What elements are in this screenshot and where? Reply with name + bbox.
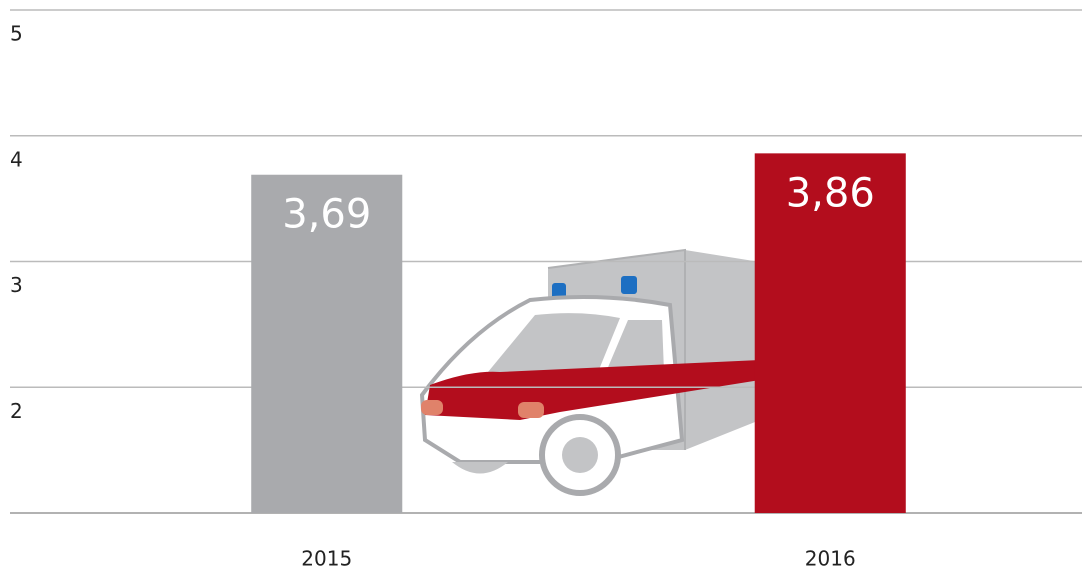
y-tick-label: 2: [10, 399, 23, 423]
y-tick-label: 5: [10, 22, 23, 46]
bar: [251, 174, 403, 514]
value-label: 3,69: [282, 192, 371, 238]
ambulance-illustration: [419, 248, 760, 496]
x-tick-label: 2016: [805, 547, 856, 571]
x-tick-label: 2015: [301, 547, 352, 571]
y-tick-label: 4: [10, 147, 23, 171]
value-label: 3,86: [786, 170, 875, 216]
y-tick-label: 3: [10, 273, 23, 297]
bar: [754, 153, 906, 514]
